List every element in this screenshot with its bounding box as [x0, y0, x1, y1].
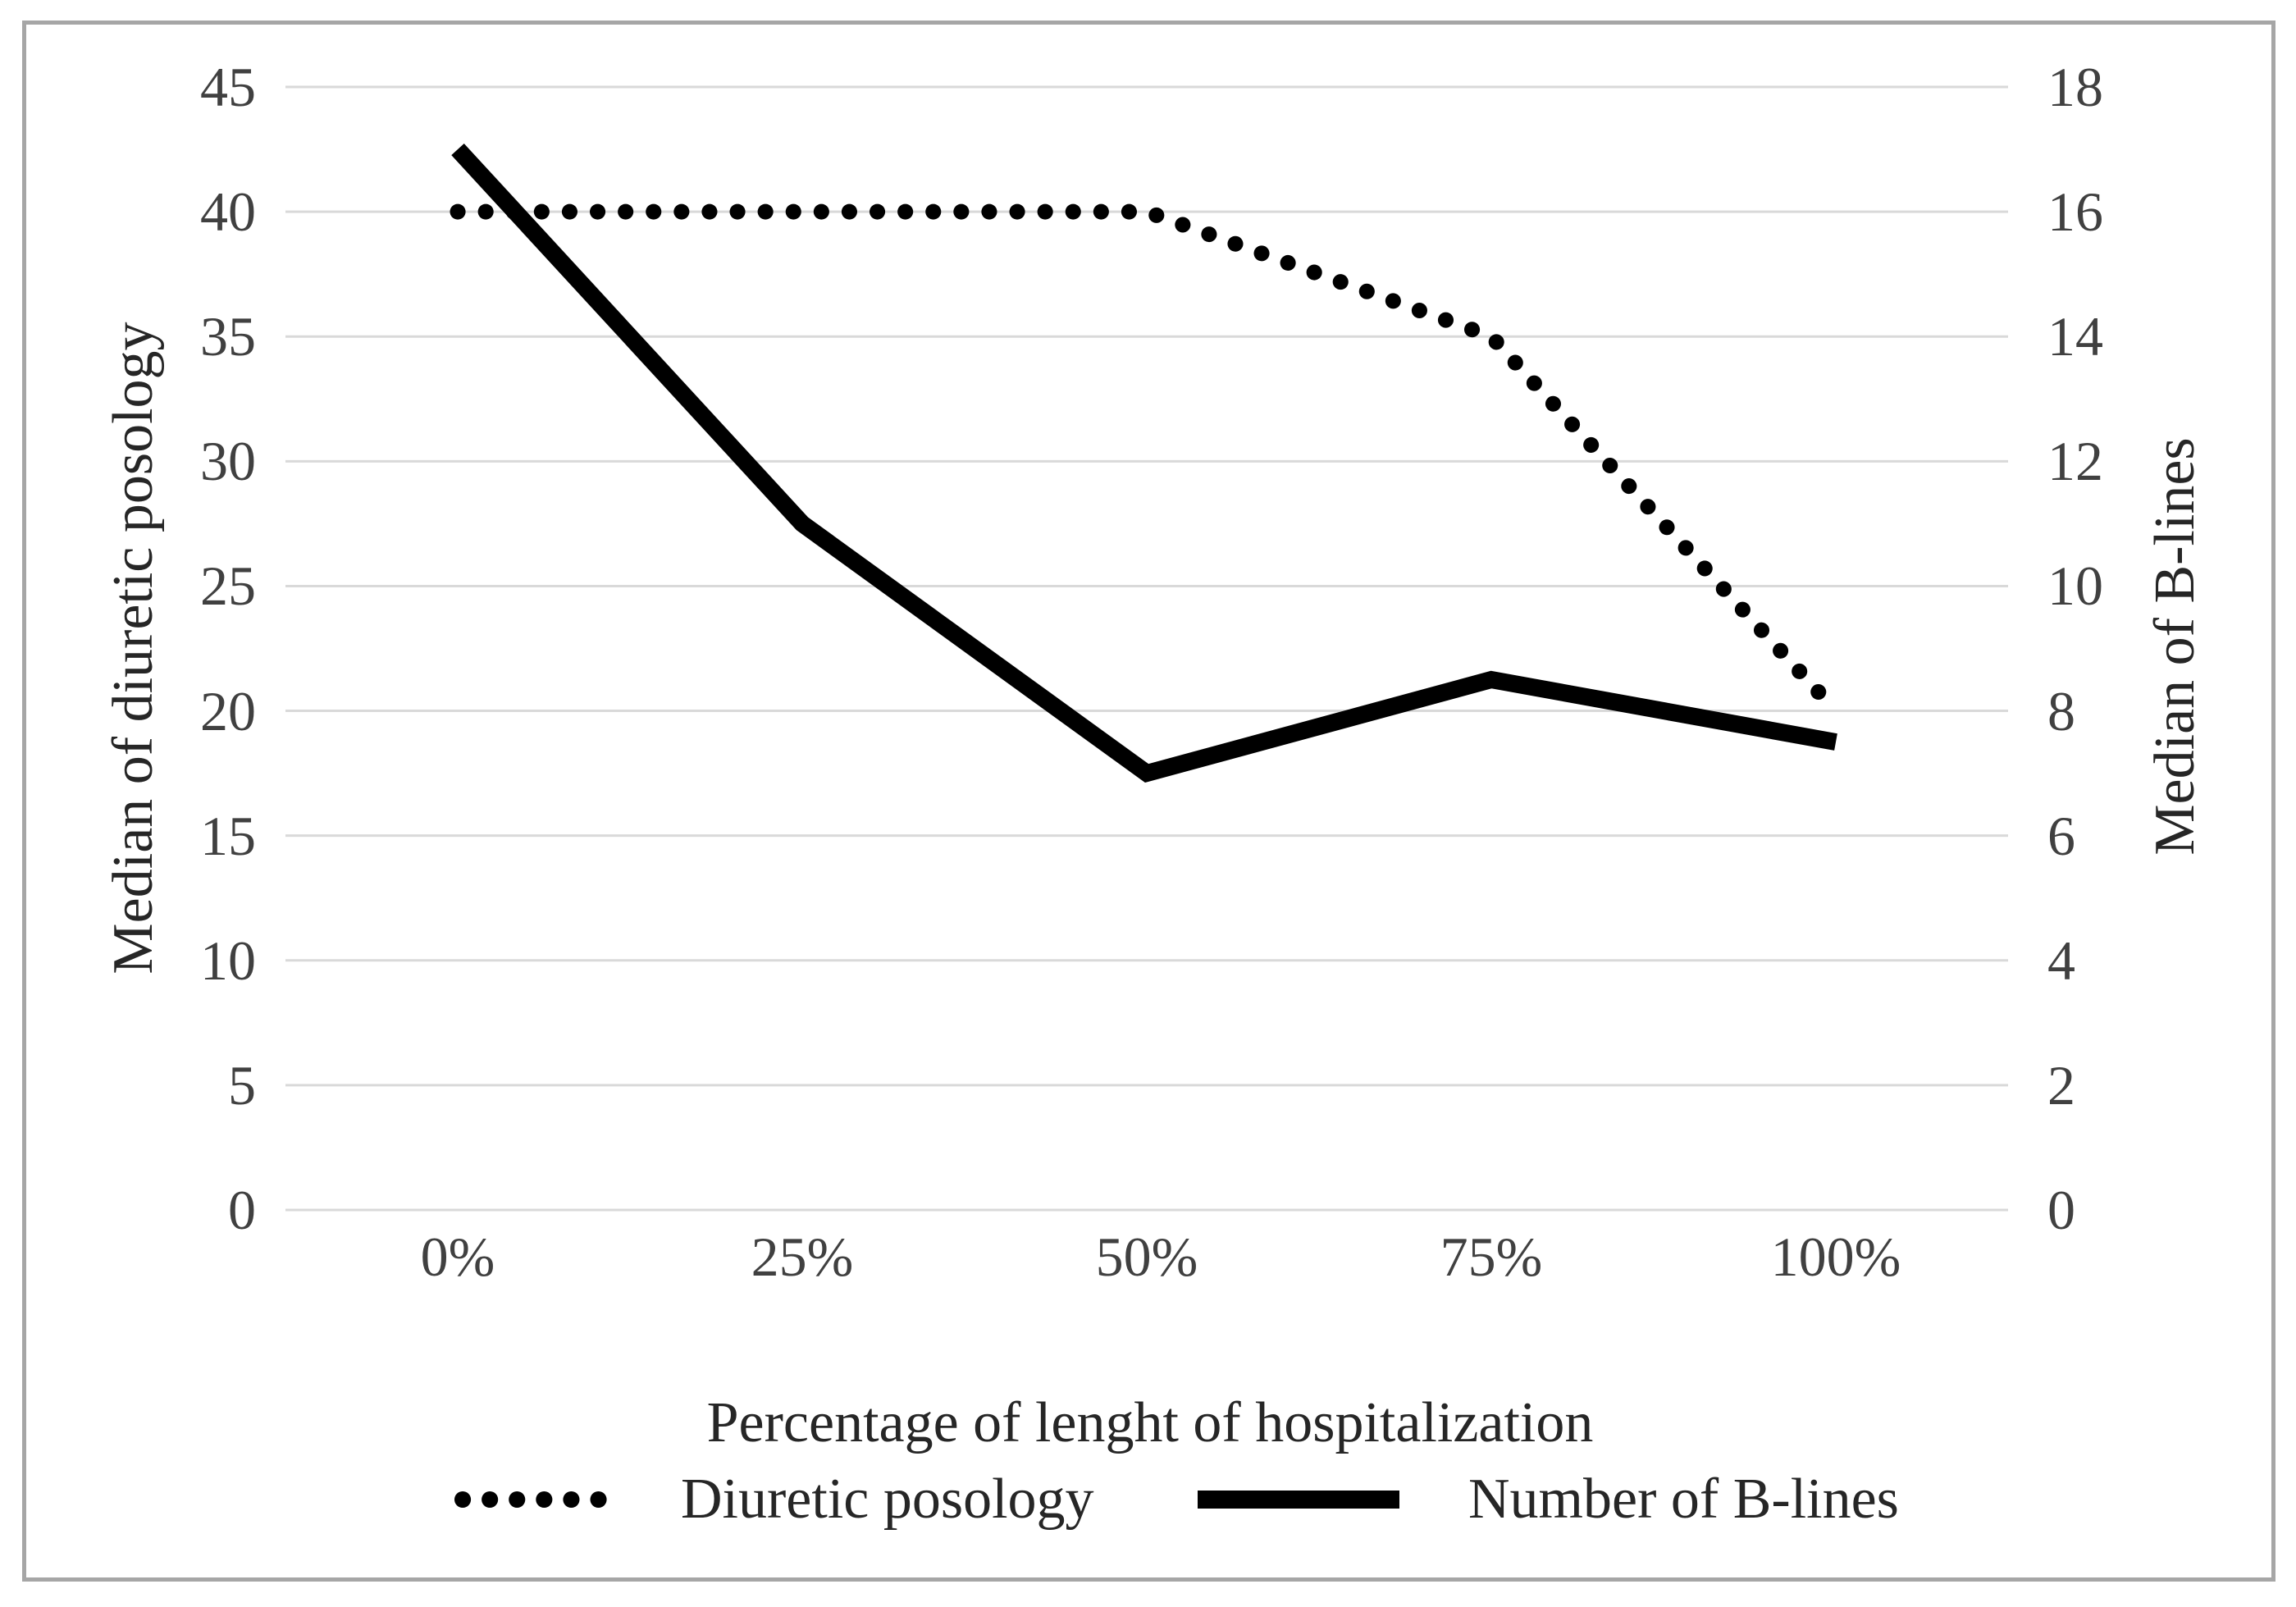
right-axis-tick-label: 8 — [2047, 679, 2075, 742]
x-axis-tick-label: 25% — [751, 1226, 854, 1288]
right-axis-tick-label: 4 — [2047, 929, 2075, 992]
right-axis-tick-label: 6 — [2047, 804, 2075, 867]
left-axis-tick-label: 45 — [200, 56, 256, 118]
left-axis-tick-label: 35 — [200, 305, 256, 368]
right-axis-tick-label: 2 — [2047, 1053, 2075, 1116]
x-axis-tick-label: 50% — [1095, 1226, 1198, 1288]
legend-label-diuretic-posology: Diuretic posology — [681, 1468, 1094, 1531]
dotted-line-icon — [454, 1491, 614, 1508]
right-axis-tick-label: 10 — [2047, 555, 2103, 618]
right-axis-tick-label: 14 — [2047, 305, 2103, 368]
left-axis-tick-label: 10 — [200, 929, 256, 992]
right-axis-title: Median of B-lines — [2143, 437, 2207, 856]
legend-label-number-of-b-lines: Number of B-lines — [1468, 1468, 1899, 1531]
right-axis-tick-label: 0 — [2047, 1179, 2075, 1241]
left-axis-tick-label: 30 — [200, 430, 256, 493]
left-axis-tick-label: 40 — [200, 180, 256, 244]
left-axis-tick-label: 25 — [200, 555, 256, 618]
left-axis-tick-label: 20 — [200, 679, 256, 742]
right-axis-tick-label: 18 — [2047, 56, 2103, 118]
x-axis-tick-label: 0% — [420, 1226, 495, 1288]
left-axis-tick-label: 0 — [228, 1179, 256, 1241]
x-axis-title: Percentage of lenght of hospitalization — [706, 1391, 1594, 1454]
left-axis-title: Median of diuretic posology — [102, 322, 165, 975]
x-axis-tick-label: 75% — [1440, 1226, 1543, 1288]
legend: Diuretic posology Number of B-lines — [0, 1467, 2296, 1541]
right-axis-tick-label: 12 — [2047, 430, 2103, 493]
legend-item-diuretic-posology: Diuretic posology — [453, 1467, 1094, 1532]
right-axis-tick-label: 16 — [2047, 180, 2103, 244]
figure-border — [22, 21, 2275, 1582]
left-axis-tick-label: 5 — [228, 1053, 256, 1116]
left-axis-tick-label: 15 — [200, 804, 256, 867]
solid-line-icon — [1198, 1491, 1399, 1509]
legend-item-number-of-b-lines: Number of B-lines — [1196, 1467, 1899, 1532]
x-axis-tick-label: 100% — [1770, 1226, 1901, 1288]
